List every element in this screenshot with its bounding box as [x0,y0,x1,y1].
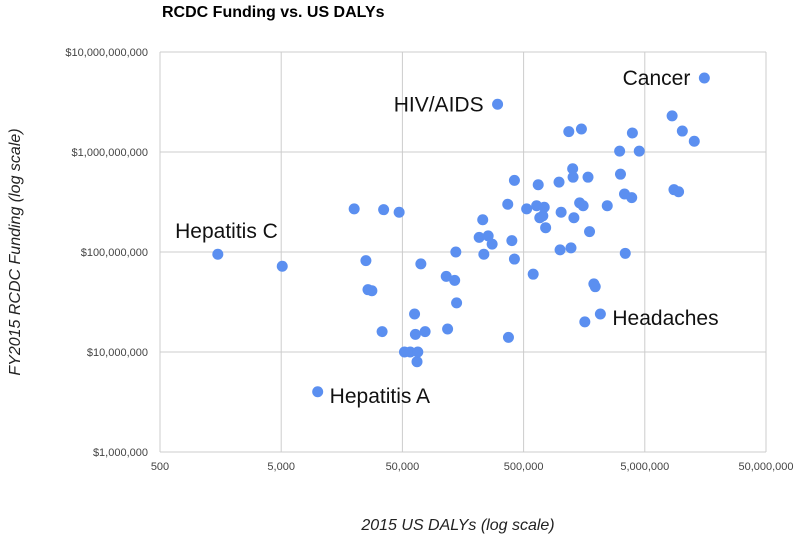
data-point [577,200,589,212]
point-annotation: Hepatitis C [175,220,278,243]
data-point [378,204,390,216]
data-point [619,247,631,259]
data-point [376,326,388,338]
data-point [508,174,520,186]
x-tick-label: 50,000 [386,461,420,473]
x-tick-labels: 500 5,000 50,000 500,000 5,000,000 50,000,000 [151,461,794,473]
gridlines [159,51,767,453]
data-point [688,135,700,147]
data-point [594,308,606,320]
x-tick-label: 5,000 [267,461,295,473]
data-point [404,346,416,358]
data-point [537,210,549,222]
data-point [554,244,566,256]
data-points [212,72,710,398]
data-point [450,246,462,258]
data-point [409,328,421,340]
point-annotations: Hepatitis C Hepatitis A HIV/AIDS Headaches C… [175,67,719,408]
data-point [532,179,544,191]
y-axis-title: FY2015 RCDC Funding (log scale) [7,128,24,375]
data-point [521,203,533,215]
data-point [565,242,577,254]
y-tick-label: $1,000,000 [93,447,148,459]
data-point [360,255,372,267]
data-point [626,127,638,139]
data-point [348,203,360,215]
data-point [666,110,678,122]
point-annotation: Headaches [612,307,718,330]
x-axis-title: 2015 US DALYs (log scale) [360,517,554,534]
data-point [601,200,613,212]
data-point [477,214,489,226]
data-point [582,171,594,183]
data-point [568,212,580,224]
data-point [212,248,224,260]
data-point [451,297,463,309]
data-point [698,72,710,84]
data-point [584,226,596,238]
data-point [411,356,423,368]
data-point [502,198,514,210]
data-point [676,125,688,137]
data-point [614,145,626,157]
point-annotation: Hepatitis A [330,385,430,408]
data-point [633,145,645,157]
data-point [540,222,552,234]
data-point [312,386,324,398]
data-point [553,176,565,188]
point-annotation: HIV/AIDS [394,93,484,116]
data-point [555,206,567,218]
data-point [393,206,405,218]
data-point [366,285,378,297]
data-point [527,268,539,280]
y-tick-labels: $1,000,000 $10,000,000 $100,000,000 $1,000,… [65,47,148,459]
data-point [579,316,591,328]
data-point [473,231,485,243]
y-tick-label: $10,000,000 [87,347,148,359]
data-point [506,235,518,247]
y-tick-label: $1,000,000,000 [72,147,148,159]
x-tick-label: 500 [151,461,169,473]
data-point [409,308,421,320]
point-annotation: Cancer [623,67,691,90]
data-point [419,326,431,338]
data-point [449,274,461,286]
x-tick-label: 5,000,000 [620,461,669,473]
data-point [508,253,520,265]
data-point [626,192,638,204]
data-point [412,346,424,358]
data-point [486,238,498,250]
y-tick-label: $100,000,000 [81,247,148,259]
data-point [614,168,626,180]
chart-title: RCDC Funding vs. US DALYs [162,4,385,21]
data-point [482,230,494,242]
data-point [538,201,550,213]
data-point [575,123,587,135]
data-point [589,281,601,293]
data-point [442,323,454,335]
data-point [567,163,579,175]
data-point [276,260,288,272]
data-point [415,258,427,270]
y-tick-label: $10,000,000,000 [65,47,148,59]
x-tick-label: 50,000,000 [738,461,793,473]
data-point [440,270,452,282]
data-point [567,171,579,183]
data-point [673,186,685,198]
data-point [492,98,504,110]
data-point [502,331,514,343]
data-point [478,248,490,260]
x-tick-label: 500,000 [504,461,544,473]
data-point [563,126,575,138]
